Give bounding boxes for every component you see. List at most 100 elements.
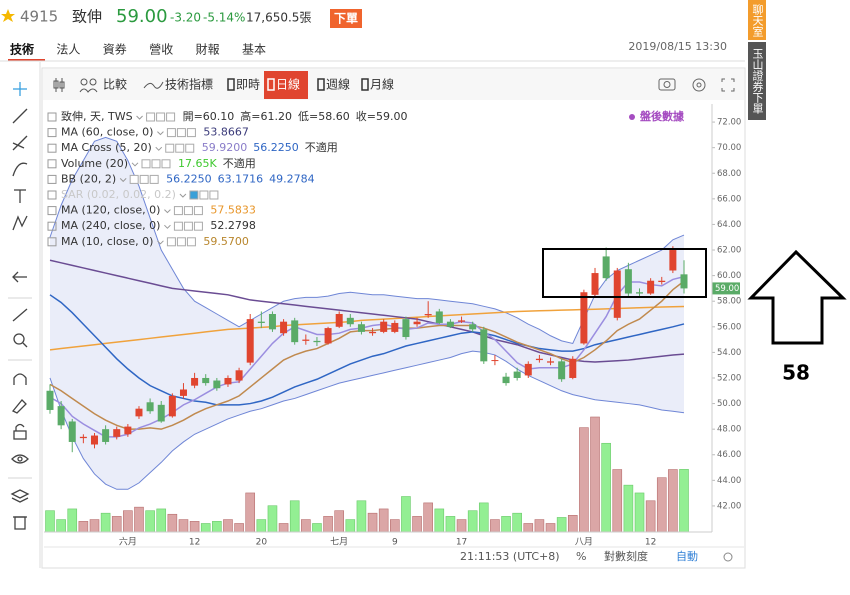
tab[interactable]: 財報	[196, 42, 220, 57]
legend-action[interactable]	[129, 174, 139, 184]
weekly-icon[interactable]	[317, 78, 325, 91]
legend-toggle[interactable]	[47, 190, 57, 200]
weekly-button[interactable]: 週線	[326, 77, 350, 92]
daily-button-bg[interactable]	[264, 71, 308, 99]
legend-action[interactable]	[166, 112, 176, 122]
legend-menu[interactable]	[179, 193, 187, 198]
legend-action[interactable]	[141, 159, 151, 169]
tab[interactable]: 法人	[56, 43, 80, 57]
auto-scale-toggle[interactable]: 自動	[676, 549, 698, 563]
tool-pattern[interactable]	[12, 215, 28, 231]
legend-row[interactable]: Volume (20) 17.65K 不適用	[47, 156, 256, 170]
legend-action[interactable]	[199, 190, 209, 200]
daily-button[interactable]: 日線	[276, 77, 300, 92]
legend-action[interactable]	[149, 174, 159, 184]
legend-menu[interactable]	[155, 146, 163, 151]
indicator-icon[interactable]	[143, 81, 164, 89]
legend-menu[interactable]	[131, 162, 139, 167]
chat-button[interactable]: 聊天室	[748, 0, 766, 40]
percent-toggle[interactable]: %	[576, 550, 586, 563]
monthly-button[interactable]: 月線	[370, 77, 394, 92]
legend-action[interactable]	[209, 190, 219, 200]
legend-action[interactable]	[165, 143, 175, 153]
order-button-label[interactable]: 下單	[334, 12, 358, 26]
daily-icon[interactable]	[267, 78, 275, 91]
legend-toggle[interactable]	[47, 112, 57, 122]
settings-button[interactable]	[692, 78, 706, 92]
legend-toggle[interactable]	[47, 128, 57, 138]
monthly-icon[interactable]	[361, 78, 369, 91]
legend-action[interactable]	[173, 206, 183, 216]
indicators-button[interactable]: 技術指標	[165, 77, 213, 92]
legend-toggle[interactable]	[47, 221, 57, 231]
tool-brush[interactable]	[12, 162, 28, 177]
broker-button[interactable]: 玉山證券下單	[748, 42, 766, 120]
legend-menu[interactable]	[164, 209, 171, 214]
legend-row[interactable]: MA Cross (5, 20) 59.9200 56.2250 不適用	[47, 140, 338, 154]
favorite-star[interactable]	[1, 9, 15, 22]
legend-toggle[interactable]	[47, 206, 57, 216]
legend-row[interactable]: MA (10, close, 0) 59.5700	[47, 235, 249, 248]
tool-fib[interactable]	[12, 135, 28, 151]
tool-lock-draw[interactable]	[11, 399, 27, 414]
compare-icon[interactable]	[79, 78, 98, 93]
legend-action[interactable]	[186, 128, 196, 138]
legend-toggle[interactable]	[47, 143, 57, 153]
legend-row[interactable]: SAR (0.02, 0.02, 0.2)	[47, 188, 219, 201]
tool-back[interactable]	[12, 271, 27, 283]
snapshot-button[interactable]	[658, 78, 676, 91]
scale-settings[interactable]	[723, 552, 733, 562]
chart-type-icon[interactable]	[53, 78, 65, 92]
legend-toggle[interactable]	[47, 159, 57, 169]
tab[interactable]: 營收	[149, 43, 173, 57]
legend-row[interactable]: BB (20, 2) 56.2250 63.1716 49.2784	[47, 172, 315, 185]
legend-menu[interactable]	[157, 240, 164, 245]
legend-action[interactable]	[183, 206, 193, 216]
tool-layers[interactable]	[10, 489, 30, 503]
fullscreen-button[interactable]	[721, 78, 735, 92]
legend-menu[interactable]	[119, 178, 127, 183]
tab[interactable]: 基本	[242, 43, 266, 57]
legend-action[interactable]	[139, 174, 149, 184]
legend-action[interactable]	[175, 143, 185, 153]
legend-menu[interactable]	[164, 224, 171, 229]
tool-magnet[interactable]	[13, 373, 27, 385]
tool-crosshair[interactable]	[13, 82, 27, 96]
legend-toggle[interactable]	[47, 174, 57, 184]
legend-action[interactable]	[176, 128, 186, 138]
tool-lock[interactable]	[13, 423, 27, 440]
legend-action[interactable]	[166, 237, 176, 247]
tool-delete[interactable]	[13, 516, 27, 530]
legend-row[interactable]: MA (240, close, 0) 52.2798	[47, 219, 256, 232]
legend-action[interactable]	[151, 159, 161, 169]
legend-action[interactable]	[193, 221, 203, 231]
legend-action[interactable]	[176, 237, 186, 247]
legend-action[interactable]	[161, 159, 171, 169]
intraday-icon[interactable]	[227, 78, 235, 91]
legend-toggle[interactable]	[47, 237, 57, 247]
legend-action[interactable]	[173, 221, 183, 231]
legend-action[interactable]	[146, 112, 156, 122]
order-button[interactable]	[330, 9, 362, 28]
tool-line[interactable]	[12, 108, 28, 124]
tab[interactable]: 資券	[103, 42, 127, 57]
tool-ruler[interactable]	[12, 308, 28, 322]
log-scale-toggle[interactable]: 對數刻度	[604, 549, 648, 563]
intraday-button[interactable]: 即時	[236, 78, 260, 92]
legend-row[interactable]: MA (120, close, 0) 57.5833	[47, 204, 256, 217]
legend-action[interactable]	[189, 190, 199, 200]
tool-visibility[interactable]	[11, 454, 29, 464]
legend-action[interactable]	[183, 221, 193, 231]
legend-action[interactable]	[166, 128, 176, 138]
compare-button[interactable]: 比較	[103, 77, 127, 92]
tool-text[interactable]	[14, 189, 26, 203]
legend-row[interactable]: 致伸, 天, TWS 開=60.10 高=61.20 低=58.60 收=59.00	[47, 109, 407, 123]
legend-row[interactable]: MA (60, close, 0) 53.8667	[47, 126, 249, 139]
tool-zoom[interactable]	[13, 333, 28, 348]
legend-action[interactable]	[193, 206, 203, 216]
legend-action[interactable]	[156, 112, 166, 122]
legend-action[interactable]	[186, 237, 196, 247]
legend-action[interactable]	[185, 143, 195, 153]
legend-menu[interactable]	[157, 131, 164, 136]
legend-menu[interactable]	[136, 115, 143, 120]
